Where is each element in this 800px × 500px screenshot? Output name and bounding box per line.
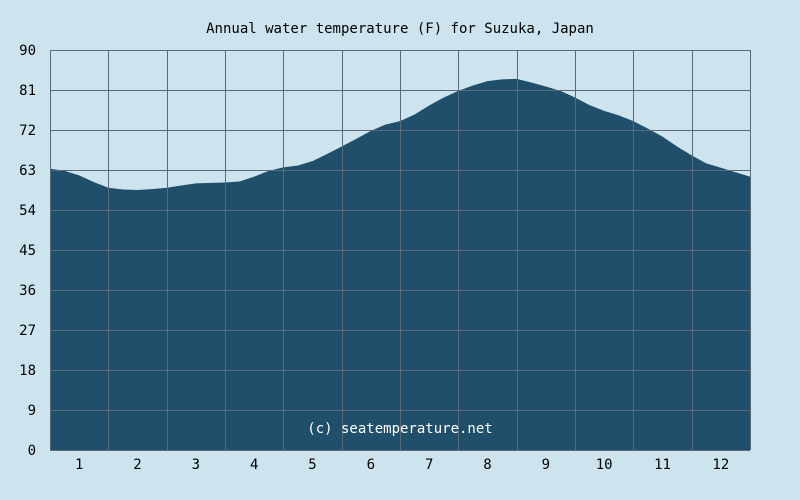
- x-tick-label: 10: [596, 457, 613, 473]
- x-tick-label: 9: [542, 457, 550, 473]
- x-tick-label: 6: [367, 457, 375, 473]
- y-tick-label: 72: [19, 123, 36, 139]
- y-tick-label: 18: [19, 363, 36, 379]
- y-tick-label: 27: [19, 323, 36, 339]
- x-tick-label: 12: [712, 457, 729, 473]
- x-tick-label: 8: [483, 457, 491, 473]
- x-tick-label: 5: [308, 457, 316, 473]
- y-tick-label: 90: [19, 43, 36, 59]
- y-tick-label: 36: [19, 283, 36, 299]
- x-tick-label: 3: [192, 457, 200, 473]
- y-axis-ticks: 0 9 18 27 36 45 54 63 72 81 90: [19, 43, 36, 459]
- y-tick-label: 9: [28, 403, 36, 419]
- x-tick-label: 4: [250, 457, 258, 473]
- x-tick-label: 1: [75, 457, 83, 473]
- y-tick-label: 45: [19, 243, 36, 259]
- x-tick-label: 11: [654, 457, 671, 473]
- y-tick-label: 81: [19, 83, 36, 99]
- x-tick-label: 2: [133, 457, 141, 473]
- chart-title: Annual water temperature (F) for Suzuka,…: [206, 21, 594, 37]
- copyright-annotation: (c) seatemperature.net: [307, 421, 492, 437]
- x-tick-label: 7: [425, 457, 433, 473]
- y-tick-label: 54: [19, 203, 36, 219]
- y-tick-label: 0: [28, 443, 36, 459]
- y-tick-label: 63: [19, 163, 36, 179]
- gridlines: [50, 50, 751, 451]
- x-axis-ticks: 1 2 3 4 5 6 7 8 9 10 11 12: [75, 457, 729, 473]
